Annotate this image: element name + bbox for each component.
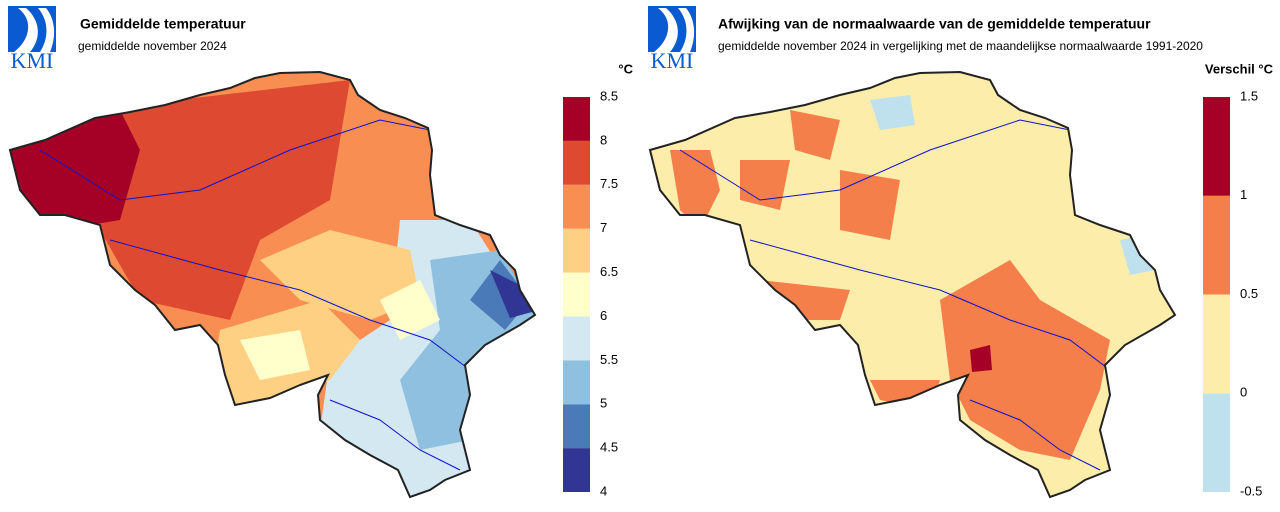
map-header: KMI Afwijking van de normaalwaarde van de… — [648, 6, 1274, 498]
legend-tick-label: -0.5 — [1240, 483, 1262, 498]
legend-tick-label: 8.5 — [600, 88, 618, 103]
legend-bin — [563, 272, 590, 317]
temperature-map — [9, 71, 536, 498]
legend-unit: Verschil °C — [1205, 61, 1274, 76]
anomaly-map — [649, 71, 1176, 498]
legend-bin — [563, 228, 590, 273]
legend-bin — [1203, 195, 1230, 295]
legend-bin — [563, 97, 590, 141]
legend-bin — [563, 316, 590, 361]
legend-tick-label: 4.5 — [600, 440, 618, 455]
map-subtitle: gemiddelde november 2024 — [78, 39, 227, 53]
legend-tick-label: 8 — [600, 132, 607, 147]
map-title: Afwijking van de normaalwaarde van de ge… — [718, 16, 1151, 32]
legend-tick-label: 5.5 — [600, 352, 618, 367]
legend-tick-label: 5 — [600, 396, 607, 411]
logo-curve — [14, 8, 55, 52]
legend-tick-label: 1.5 — [1240, 88, 1258, 103]
map-subtitle: gemiddelde november 2024 in vergelijking… — [718, 39, 1203, 53]
logo-text: KMI — [11, 48, 54, 73]
legend-tick-label: 6 — [600, 308, 607, 323]
logo-curve — [654, 8, 695, 52]
legend-tick-label: 7.5 — [600, 176, 618, 191]
legend-bin — [563, 360, 590, 405]
logo-text: KMI — [651, 48, 694, 73]
map-title: Gemiddelde temperatuur — [80, 16, 246, 32]
legend-bin — [563, 448, 590, 492]
legend-tick-label: 1 — [1240, 187, 1247, 202]
legend-unit: °C — [618, 61, 633, 76]
map-header: KMI Gemiddelde temperatuur gemiddelde nove… — [8, 6, 634, 498]
legend-tick-label: 0.5 — [1240, 286, 1258, 301]
legend-bin — [1203, 294, 1230, 394]
legend-bin — [563, 184, 590, 229]
legend-tick-label: 0 — [1240, 385, 1247, 400]
legend-bin — [1203, 393, 1230, 492]
legend-tick-label: 4 — [600, 483, 607, 498]
legend-tick-label: 7 — [600, 220, 607, 235]
legend-bin — [563, 404, 590, 449]
legend-tick-label: 6.5 — [600, 264, 618, 279]
legend-bin — [1203, 97, 1230, 196]
legend-bin — [563, 140, 590, 185]
